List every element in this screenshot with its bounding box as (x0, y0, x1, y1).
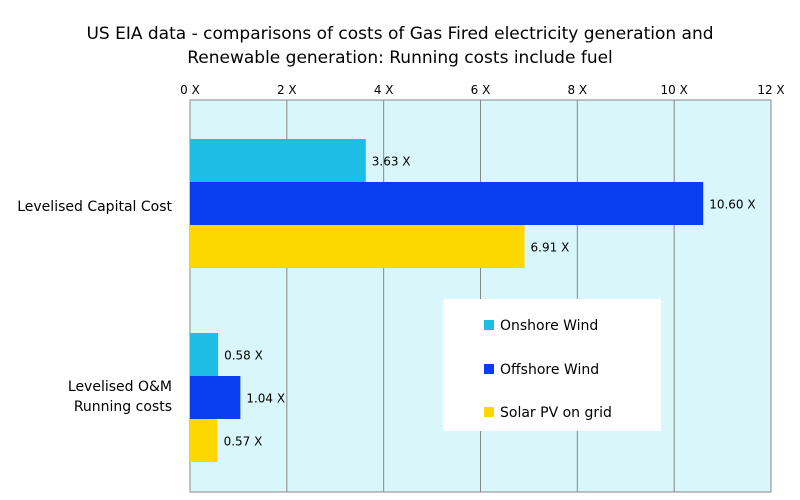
x-tick-label: 12 X (757, 83, 784, 97)
bar-offshore-wind-0 (190, 182, 704, 225)
x-tick-label: 2 X (277, 83, 297, 97)
bar-onshore-wind-0 (190, 139, 366, 182)
data-label: 10.60 X (709, 198, 755, 212)
chart-title-line-2: Renewable generation: Running costs incl… (187, 48, 613, 68)
category-label: Levelised Capital Cost (17, 199, 172, 215)
category-label: Levelised O&M (68, 379, 172, 395)
bar-onshore-wind-1 (190, 333, 219, 376)
data-label: 1.04 X (246, 392, 285, 406)
x-axis-tick-labels: 0 X 2 X 4 X 6 X 8 X 10 X 12 X (180, 83, 784, 97)
category-label: Running costs (74, 399, 172, 415)
legend-box (443, 299, 661, 431)
legend-swatch (484, 364, 494, 374)
data-label: 0.58 X (224, 349, 263, 363)
legend-entry: Solar PV on grid (500, 405, 612, 421)
data-labels: 3.63 X 0.58 X 10.60 X 1.04 X 6.91 X 0.57 X (224, 155, 756, 449)
legend-swatch (484, 320, 494, 330)
x-tick-label: 6 X (471, 83, 491, 97)
x-tick-label: 10 X (661, 83, 688, 97)
chart-title-line-1: US EIA data - comparisons of costs of Ga… (86, 24, 714, 44)
x-tick-label: 4 X (374, 83, 394, 97)
x-tick-label: 8 X (567, 83, 587, 97)
category-labels: Levelised Capital Cost Levelised O&M Runni… (17, 199, 172, 415)
x-tick-label: 0 X (180, 83, 200, 97)
legend: Onshore Wind Offshore Wind Solar PV on gri… (443, 299, 661, 431)
legend-entry: Onshore Wind (500, 318, 598, 334)
bar-solar-pv-on-grid-1 (190, 419, 218, 462)
legend-entry: Offshore Wind (500, 362, 599, 378)
bar-offshore-wind-1 (190, 376, 241, 419)
bar-solar-pv-on-grid-0 (190, 225, 525, 268)
bars (190, 139, 704, 462)
data-label: 0.57 X (224, 435, 263, 449)
legend-swatch (484, 407, 494, 417)
data-label: 6.91 X (531, 241, 570, 255)
data-label: 3.63 X (372, 155, 411, 169)
chart-title: US EIA data - comparisons of costs of Ga… (0, 22, 800, 70)
